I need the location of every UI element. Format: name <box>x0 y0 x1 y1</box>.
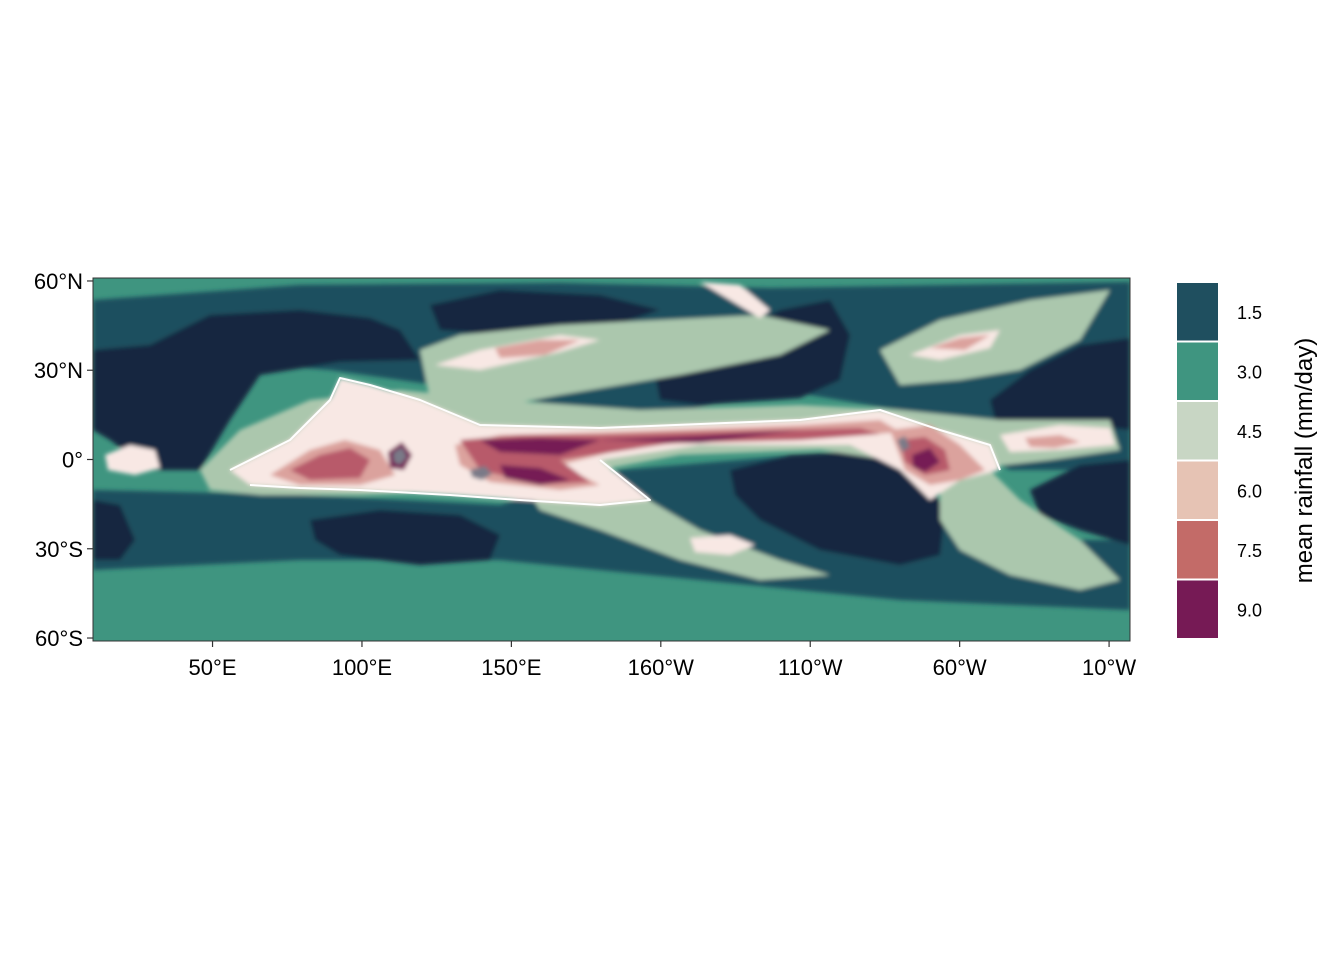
legend-label: 3.0 <box>1237 362 1262 382</box>
band-extreme-maritime <box>500 465 570 485</box>
legend-label: 4.5 <box>1237 422 1262 442</box>
band-mid-south-atlantic <box>940 470 1120 590</box>
legend-title: mean rainfall (mm/day) <box>1291 338 1318 583</box>
x-tick-label: 60°W <box>933 655 987 680</box>
y-tick-label: 0° <box>62 448 83 473</box>
band-extreme-west-pacific <box>480 438 600 455</box>
y-tick-label: 60°S <box>35 626 83 651</box>
legend-label: 7.5 <box>1237 541 1262 561</box>
band-dry-south-atlantic <box>1030 460 1130 545</box>
x-tick-label: 150°E <box>481 655 541 680</box>
band-extreme-pacific-line <box>600 430 800 443</box>
band-wetter-north-pacific <box>495 340 580 358</box>
band-heavy-indian <box>290 448 370 480</box>
legend-swatch <box>1175 400 1220 462</box>
y-tick-label: 30°N <box>34 358 83 383</box>
band-wet-greenland <box>700 282 770 318</box>
band-peak-borneo <box>393 447 407 465</box>
band-mid-north-pacific-jet <box>420 315 830 410</box>
band-dry-west-atlantic <box>93 500 135 560</box>
band-wet-south-pacific-patch <box>690 535 755 555</box>
band-dry-north-atlantic <box>990 338 1130 430</box>
map-panel <box>93 278 1130 641</box>
legend-label: 1.5 <box>1237 303 1262 323</box>
y-axis: 60°N 30°N 0° 30°S 60°S <box>34 269 93 651</box>
legend: 1.5 3.0 4.5 6.0 7.5 9.0 mean rainfall (mm/day) <box>1175 281 1318 640</box>
band-wetter-north-atlantic <box>930 335 990 350</box>
band-dry-southeast-pacific <box>730 450 945 565</box>
contour-spcz <box>249 459 651 506</box>
x-tick-label: 110°W <box>778 655 843 680</box>
x-tick-label: 50°E <box>189 655 237 680</box>
band-dry-asia <box>93 310 420 470</box>
contour-lines <box>229 377 1001 506</box>
legend-swatch <box>1175 519 1220 581</box>
legend-swatch <box>1175 281 1220 343</box>
x-axis: 50°E 100°E 150°E 160°W 110°W 60°W 10°W <box>189 641 1136 680</box>
band-peak-new-guinea <box>470 466 492 480</box>
band-dry-indian-ocean <box>310 510 500 565</box>
legend-swatch <box>1175 340 1220 402</box>
legend-swatch <box>1175 459 1220 521</box>
legend-label: 6.0 <box>1237 481 1262 501</box>
legend-swatch <box>1175 578 1220 640</box>
y-tick-label: 60°N <box>34 269 83 294</box>
x-tick-label: 100°E <box>332 655 392 680</box>
x-tick-label: 160°W <box>628 655 695 680</box>
band-extreme-amazon <box>912 448 940 472</box>
band-wetter-atlantic-itcz <box>1025 435 1080 448</box>
band-wet-west-africa <box>105 445 160 475</box>
contour-itcz <box>229 377 1001 471</box>
band-peak-amazon <box>897 436 910 452</box>
x-tick-label: 10°W <box>1082 655 1136 680</box>
y-tick-label: 30°S <box>35 537 83 562</box>
legend-label: 9.0 <box>1237 600 1262 620</box>
